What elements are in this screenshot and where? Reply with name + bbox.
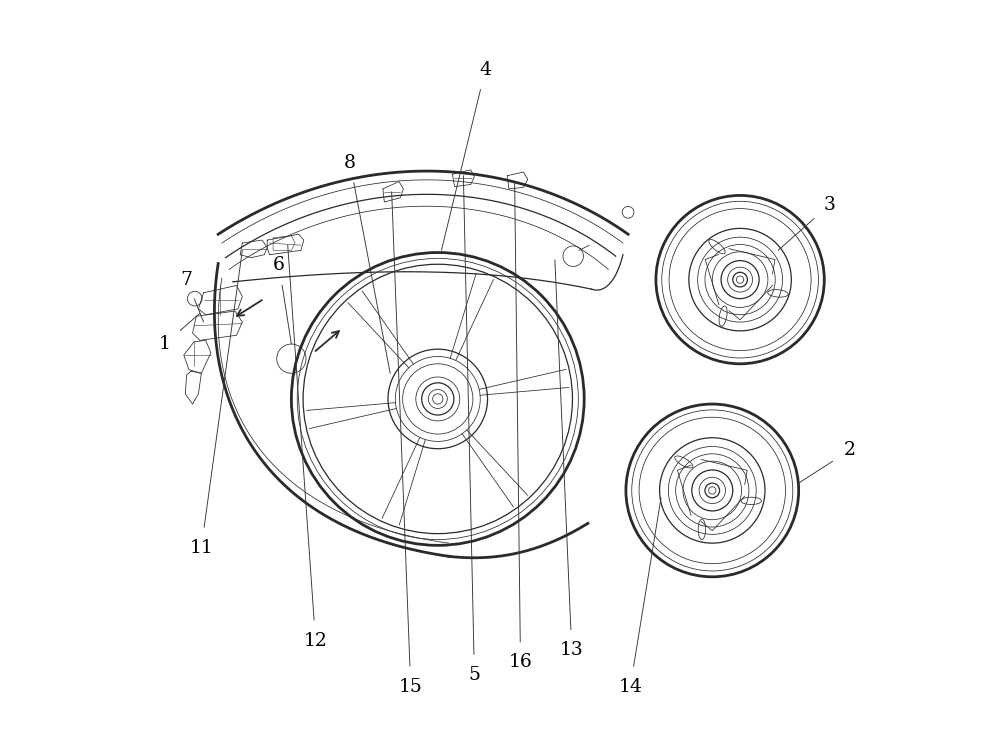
Text: 2: 2 bbox=[844, 441, 856, 459]
Text: 15: 15 bbox=[399, 678, 423, 695]
Text: 7: 7 bbox=[181, 271, 193, 288]
Text: 11: 11 bbox=[189, 539, 213, 556]
Text: 12: 12 bbox=[304, 632, 327, 649]
Text: 1: 1 bbox=[159, 335, 171, 353]
Text: 5: 5 bbox=[468, 666, 480, 684]
Text: 8: 8 bbox=[344, 154, 356, 171]
Text: 4: 4 bbox=[479, 61, 491, 78]
Text: 3: 3 bbox=[823, 196, 835, 214]
Text: 6: 6 bbox=[273, 256, 285, 274]
Text: 16: 16 bbox=[509, 654, 532, 671]
Text: 13: 13 bbox=[560, 641, 584, 659]
Text: 14: 14 bbox=[618, 678, 642, 695]
